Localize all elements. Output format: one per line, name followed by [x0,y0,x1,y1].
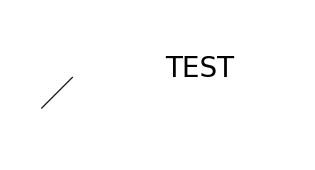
Text: TEST: TEST [165,55,234,83]
